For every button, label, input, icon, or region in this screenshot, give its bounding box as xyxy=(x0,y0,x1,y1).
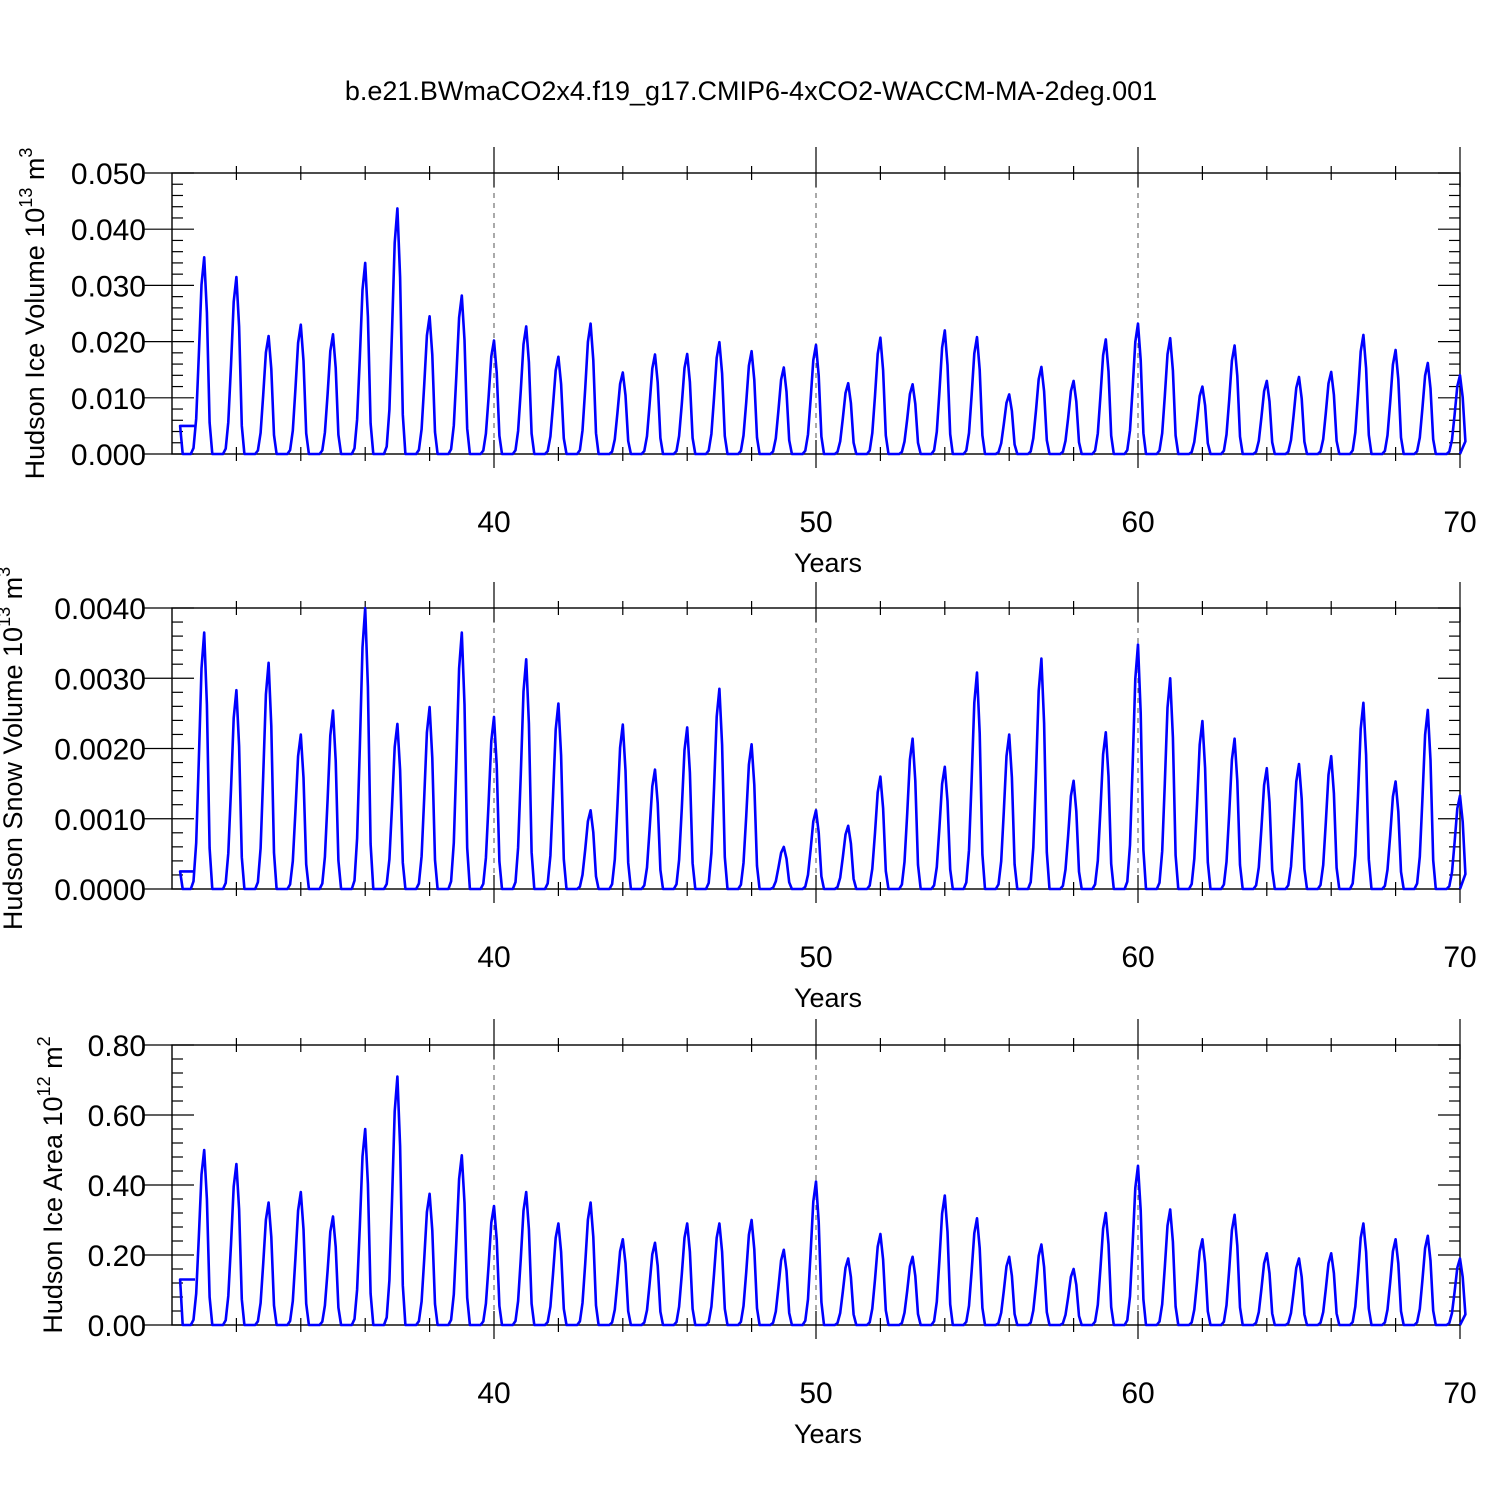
figure-title: b.e21.BWmaCO2x4.f19_g17.CMIP6-4xCO2-WACC… xyxy=(345,76,1157,106)
y-tick-label: 0.030 xyxy=(71,270,146,303)
x-axis-title: Years xyxy=(794,1419,862,1449)
x-axis-title: Years xyxy=(794,548,862,578)
y-tick-label: 0.20 xyxy=(88,1240,146,1273)
y-tick-label: 0.0010 xyxy=(54,804,146,837)
y-tick-label: 0.0020 xyxy=(54,734,146,767)
y-axis-title: Hudson Ice Volume 1013 m3 xyxy=(16,148,50,480)
panel-ice-volume: 40 50 60 70 0.000 0.010 0.020 0.030 0.040 0.050 Ye… xyxy=(16,147,1477,578)
y-tick-label: 0.040 xyxy=(71,214,146,247)
x-tick-label: 70 xyxy=(1443,1377,1476,1410)
y-tick-label: 0.010 xyxy=(71,383,146,416)
x-tick-label: 60 xyxy=(1121,506,1154,539)
x-tick-label: 60 xyxy=(1121,941,1154,974)
panel-snow-volume: 40 50 60 70 0.0000 0.0010 0.0020 0.0030 0.0040 Ye… xyxy=(0,567,1477,1013)
y-tick-label: 0.60 xyxy=(88,1100,146,1133)
y-axis-title: Hudson Ice Area 1012 m2 xyxy=(34,1036,68,1333)
panel-ice-area: 40 50 60 70 0.00 0.20 0.40 0.60 0.80 Years Hudson … xyxy=(34,1019,1477,1449)
y-axis-title: Hudson Snow Volume 1013 m3 xyxy=(0,567,28,930)
x-axis-title: Years xyxy=(794,983,862,1013)
x-tick-label: 40 xyxy=(477,506,510,539)
x-tick-label: 50 xyxy=(799,941,832,974)
series-line xyxy=(178,1075,1467,1327)
x-tick-label: 60 xyxy=(1121,1377,1154,1410)
y-tick-label: 0.000 xyxy=(71,439,146,472)
y-tick-label: 0.0040 xyxy=(54,593,146,626)
y-tick-label: 0.00 xyxy=(88,1310,146,1343)
x-tick-label: 50 xyxy=(799,506,832,539)
y-tick-label: 0.050 xyxy=(71,158,146,191)
y-tick-label: 0.0000 xyxy=(54,874,146,907)
x-tick-label: 40 xyxy=(477,941,510,974)
y-tick-label: 0.0030 xyxy=(54,663,146,696)
series-line xyxy=(178,606,1467,891)
y-tick-label: 0.80 xyxy=(88,1030,146,1063)
x-tick-label: 50 xyxy=(799,1377,832,1410)
x-tick-label: 70 xyxy=(1443,941,1476,974)
y-tick-label: 0.020 xyxy=(71,327,146,360)
x-tick-label: 70 xyxy=(1443,506,1476,539)
y-tick-label: 0.40 xyxy=(88,1170,146,1203)
x-tick-label: 40 xyxy=(477,1377,510,1410)
series-line xyxy=(178,207,1467,456)
